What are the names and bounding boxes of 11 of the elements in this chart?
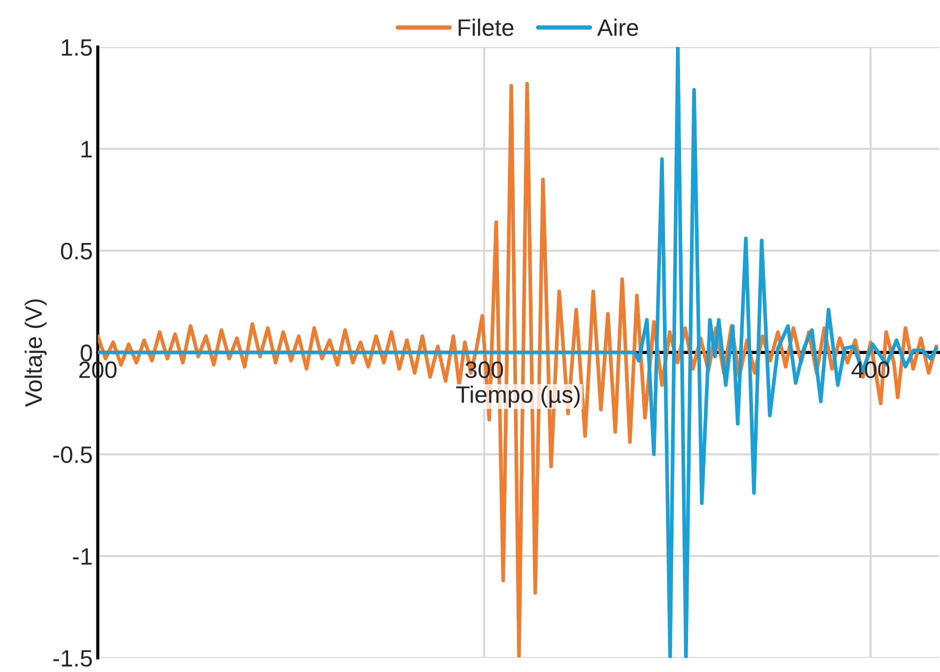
legend-label: Aire [597, 18, 638, 36]
x-axis-title: Tiempo (µs) [456, 386, 580, 408]
y-tick-label: -1 [72, 548, 92, 565]
y-tick-label: -1.5 [53, 650, 92, 667]
legend-label: Filete [458, 18, 514, 36]
y-tick-label: 1.5 [62, 39, 92, 56]
y-tick-label: -0.5 [53, 446, 92, 464]
y-tick-label: 0.5 [61, 242, 92, 260]
y-tick-label: 1 [82, 141, 92, 158]
y-tick-label: 0 [80, 344, 92, 362]
y-axis-title: Voltaje (V) [24, 299, 47, 407]
